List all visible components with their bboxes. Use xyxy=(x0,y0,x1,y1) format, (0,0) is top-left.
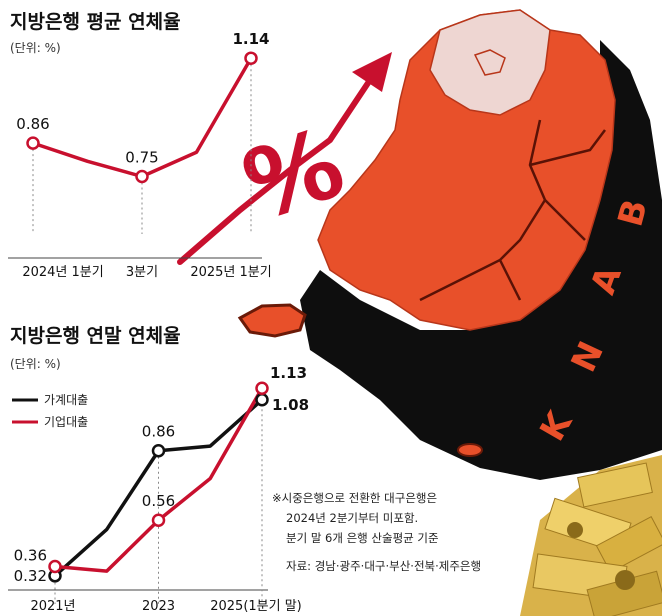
chart-title: 지방은행 평균 연체율 xyxy=(10,11,181,33)
chart-unit: (단위: %) xyxy=(10,357,61,371)
data-point xyxy=(255,381,269,395)
chart-average-delinquency: 지방은행 평균 연체율 (단위: %) 0.86 0.75 1.14 2024년 1… xyxy=(8,11,272,280)
notes: ※시중은행으로 전환한 대구은행은 2024년 2분기부터 미포함. 분기 말 … xyxy=(272,491,481,573)
chart-title: 지방은행 연말 연체율 xyxy=(10,325,181,347)
data-point xyxy=(255,393,269,407)
map-capital-region xyxy=(429,9,551,116)
x-tick-label: 2021년 xyxy=(30,599,75,614)
data-label: 0.75 xyxy=(125,149,158,167)
x-tick-label: 2024년 1분기 xyxy=(22,265,103,280)
map-island xyxy=(237,303,307,338)
data-label: 0.32 xyxy=(14,567,47,585)
chart-yearend-delinquency: 지방은행 연말 연체율 (단위: %) 가계대출 기업대출 0.32 0.86 1.… xyxy=(8,325,481,614)
x-tick-label: 2025(1분기 말) xyxy=(210,599,302,614)
data-point xyxy=(151,443,166,458)
data-label: 0.86 xyxy=(16,115,49,133)
data-label: 0.56 xyxy=(142,492,175,510)
legend-label-household: 가계대출 xyxy=(44,393,88,407)
data-label: 1.13 xyxy=(270,364,307,382)
data-point xyxy=(48,559,62,574)
chart-unit: (단위: %) xyxy=(10,41,61,55)
note-line: 2024년 2분기부터 미포함. xyxy=(286,511,418,525)
map-crack xyxy=(419,119,606,302)
data-point xyxy=(135,169,149,184)
x-tick-label: 3분기 xyxy=(126,265,158,280)
data-point xyxy=(151,513,166,527)
data-point xyxy=(26,136,40,150)
rising-arrow-head xyxy=(352,52,392,92)
map-border-line xyxy=(473,49,506,76)
note-line: 분기 말 6개 은행 산술평균 기준 xyxy=(286,531,439,545)
x-tick-label: 2025년 1분기 xyxy=(190,265,271,280)
rising-arrow xyxy=(177,77,373,265)
data-label: 0.36 xyxy=(14,547,47,565)
data-label: 1.08 xyxy=(272,396,309,414)
map-islet xyxy=(457,443,483,457)
note-line: ※시중은행으로 전환한 대구은행은 xyxy=(272,491,437,505)
map-shadow xyxy=(300,40,662,480)
source-note: 자료: 경남·광주·대구·부산·전북·제주은행 xyxy=(286,559,481,573)
data-label: 1.14 xyxy=(232,30,269,48)
banknotes-pile xyxy=(520,455,662,616)
data-label: 0.86 xyxy=(142,423,175,441)
x-tick-label: 2023 xyxy=(142,599,175,614)
legend: 가계대출 기업대출 xyxy=(12,393,88,429)
legend-label-corporate: 기업대출 xyxy=(44,415,88,429)
data-point xyxy=(244,51,258,65)
